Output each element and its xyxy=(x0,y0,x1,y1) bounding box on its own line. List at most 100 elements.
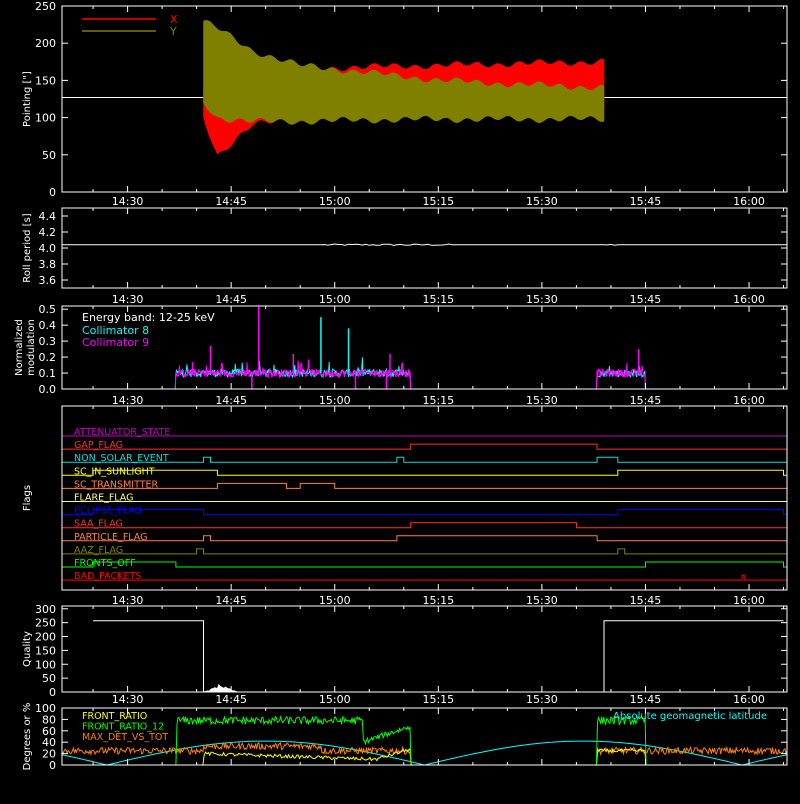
flag-trace-saa-flag xyxy=(62,522,787,529)
x-tick-label: 15:30 xyxy=(526,394,558,407)
x-tick-label: 15:45 xyxy=(630,594,662,607)
y-tick-label: 200 xyxy=(35,631,56,644)
front-ratio-12-line xyxy=(62,714,787,765)
flag-label-non-solar-event: NON_SOLAR_EVENT xyxy=(74,453,169,464)
energy-band-annotation: Energy band: 12-25 keV xyxy=(82,311,215,324)
modulation-line-collimator-8 xyxy=(62,357,787,389)
flag-label-sc-transmitter: SC_TRANSMITTER xyxy=(74,479,159,490)
y-tick-label: 80 xyxy=(42,713,56,726)
x-tick-label: 16:00 xyxy=(733,394,765,407)
flag-trace-eclipse-flag xyxy=(62,509,787,516)
y-tick-label: 100 xyxy=(35,112,56,125)
panel-frame xyxy=(61,305,788,390)
x-tick-label: 15:30 xyxy=(526,693,558,706)
x-tick-label: 15:30 xyxy=(526,594,558,607)
y-tick-label: 60 xyxy=(42,725,56,738)
x-tick-label: 15:45 xyxy=(630,693,662,706)
y-tick-label: 200 xyxy=(35,37,56,50)
y-tick-label: 0.5 xyxy=(39,303,57,316)
x-tick-label: 14:30 xyxy=(112,394,144,407)
y-tick-label: 40 xyxy=(42,736,56,749)
y-tick-label: 4.0 xyxy=(39,242,57,255)
pointing-band-y xyxy=(203,20,605,125)
legend-label-x: X xyxy=(170,13,178,26)
y-tick-label: 4.2 xyxy=(39,226,57,239)
y-axis-label: Quality xyxy=(22,631,33,667)
max-det-vs-tot-line xyxy=(62,741,787,765)
x-tick-label: 15:00 xyxy=(319,195,351,208)
x-tick-label: 15:15 xyxy=(422,693,454,706)
x-tick-label: 14:30 xyxy=(112,693,144,706)
x-tick-label: 16:00 xyxy=(733,693,765,706)
y-tick-label: 20 xyxy=(42,748,56,761)
x-tick-label: 14:45 xyxy=(215,195,247,208)
flag-label-bad-packets: BAD_PACKETS xyxy=(74,571,141,582)
x-tick-label: 14:45 xyxy=(215,594,247,607)
y-tick-label: 50 xyxy=(42,149,56,162)
flag-label-sc-in-sunlight: SC_IN_SUNLIGHT xyxy=(74,466,155,477)
y-tick-label: 100 xyxy=(35,702,56,715)
panel-frame xyxy=(61,707,788,766)
flag-trace-fronts-off xyxy=(62,561,787,568)
flag-label-fronts-off: FRONTS_OFF xyxy=(74,558,136,569)
panel-frame xyxy=(61,5,788,193)
legend-label-max-det-vs-tot: MAX_DET_VS_TOT xyxy=(82,732,168,743)
y-tick-label: 0.0 xyxy=(39,383,57,396)
x-tick-label: 15:15 xyxy=(422,293,454,306)
y-axis-label: Roll period [s] xyxy=(22,213,33,282)
geomagnetic-latitude-label: Absolute geomagnetic latitude xyxy=(613,711,767,722)
y-axis-label: Pointing ["] xyxy=(22,71,33,127)
x-tick-label: 15:15 xyxy=(422,594,454,607)
flag-trace-bad-packets xyxy=(62,574,787,581)
y-tick-label: 3.8 xyxy=(39,258,57,271)
flag-label-eclipse-flag: ECLIPSE_FLAG xyxy=(74,506,142,517)
x-tick-label: 15:15 xyxy=(422,394,454,407)
legend-label-front-ratio-12: FRONT_RATIO_12 xyxy=(82,722,164,733)
legend-label-collimator-8: Collimator 8 xyxy=(82,324,149,337)
x-tick-label: 15:15 xyxy=(422,195,454,208)
y-tick-label: 100 xyxy=(35,658,56,671)
y-tick-label: 4.4 xyxy=(39,210,57,223)
flag-label-aaz-flag: AAZ_FLAG xyxy=(74,545,123,556)
y-tick-label: 0.4 xyxy=(39,319,57,332)
y-axis-label: Normalized xyxy=(14,319,25,376)
y-tick-label: 0.2 xyxy=(39,351,57,364)
x-tick-label: 16:00 xyxy=(733,594,765,607)
flag-label-flare-flag: FLARE_FLAG xyxy=(74,493,134,504)
x-tick-label: 15:45 xyxy=(630,195,662,208)
y-tick-label: 250 xyxy=(35,617,56,630)
y-axis-label: Degrees or % xyxy=(22,703,33,771)
x-tick-label: 15:30 xyxy=(526,293,558,306)
flag-label-saa-flag: SAA_FLAG xyxy=(74,519,123,530)
flag-label-particle-flag: PARTICLE_FLAG xyxy=(74,532,147,543)
y-tick-label: 0 xyxy=(49,686,56,699)
x-tick-label: 14:45 xyxy=(215,293,247,306)
x-tick-label: 16:00 xyxy=(733,195,765,208)
x-tick-label: 15:00 xyxy=(319,594,351,607)
modulation-series-group xyxy=(62,306,787,389)
x-tick-label: 15:00 xyxy=(319,293,351,306)
flag-trace-particle-flag xyxy=(62,535,787,542)
y-axis-label: Flags xyxy=(22,485,33,511)
pointing-series-group xyxy=(62,20,787,155)
y-axis-label: modulation xyxy=(26,319,37,376)
y-tick-label: 150 xyxy=(35,74,56,87)
y-tick-label: 150 xyxy=(35,644,56,657)
y-tick-label: 0.3 xyxy=(39,335,57,348)
legend-label-front-ratio: FRONT_RATIO xyxy=(82,711,147,722)
flag-trace-sc-in-sunlight xyxy=(62,469,787,476)
legend-label-y: Y xyxy=(169,25,177,38)
x-tick-label: 15:00 xyxy=(319,394,351,407)
panel-frame xyxy=(61,405,788,591)
y-tick-label: 0 xyxy=(49,759,56,772)
roll-period-line xyxy=(62,243,787,246)
legend-label-collimator-9: Collimator 9 xyxy=(82,336,149,349)
y-tick-label: 300 xyxy=(35,603,56,616)
x-tick-label: 15:45 xyxy=(630,293,662,306)
x-tick-label: 14:30 xyxy=(112,594,144,607)
flag-trace-aaz-flag xyxy=(62,548,787,555)
flag-label-attenuator-state: ATTENUATOR_STATE xyxy=(74,427,170,438)
